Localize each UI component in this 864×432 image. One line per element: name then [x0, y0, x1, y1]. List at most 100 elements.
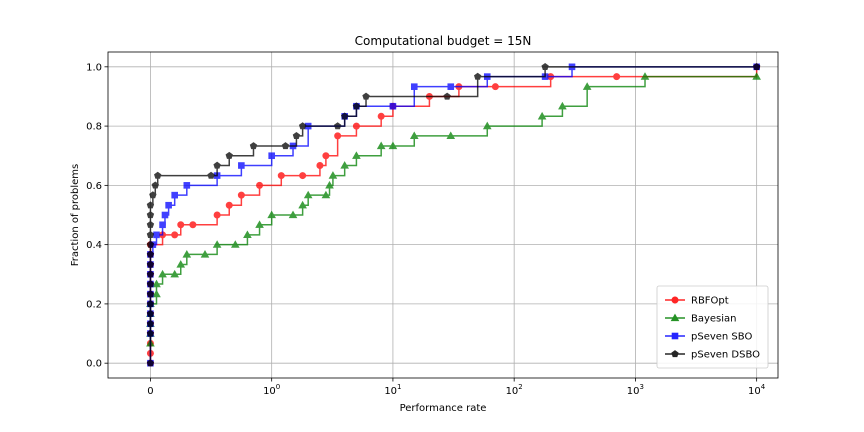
data-point-pseven-dsbo [281, 142, 290, 150]
series-layer [146, 62, 761, 367]
data-point-pseven-sbo [389, 102, 397, 110]
data-point-pseven-sbo [410, 83, 418, 90]
data-point-pseven-sbo [165, 201, 172, 209]
data-point-rbfopt [177, 221, 185, 229]
data-point-bayesian [152, 279, 161, 288]
y-tick-label: 0.4 [86, 240, 102, 251]
data-point-bayesian [328, 171, 338, 179]
data-point-pseven-dsbo [146, 290, 155, 298]
data-point-pseven-sbo [159, 221, 166, 229]
y-ticks: 0.0 0.2 0.4 0.6 0.8 1.0 [86, 62, 108, 370]
data-point-pseven-sbo [447, 83, 455, 90]
legend-swatch-marker [671, 332, 679, 340]
data-point-bayesian [482, 121, 492, 130]
data-point-pseven-dsbo [298, 122, 307, 130]
axes-frame [107, 51, 779, 379]
legend-swatch-marker [671, 350, 679, 358]
data-point-rbfopt [256, 181, 264, 189]
data-point-bayesian [582, 82, 592, 90]
data-point-rbfopt [316, 162, 324, 170]
data-point-bayesian [255, 220, 264, 228]
data-point-rbfopt [322, 152, 330, 160]
data-point-pseven-dsbo [154, 171, 162, 179]
data-point-pseven-dsbo [149, 191, 157, 199]
data-point-bayesian [376, 141, 386, 150]
data-point-bayesian [182, 250, 192, 258]
data-point-bayesian [558, 101, 567, 110]
data-point-pseven-dsbo [146, 359, 155, 367]
series-pseven-dsbo [146, 62, 761, 367]
data-point-bayesian [170, 269, 180, 278]
legend-swatch-marker [671, 296, 679, 304]
data-point-pseven-dsbo [352, 102, 361, 110]
data-point-pseven-dsbo [752, 62, 761, 70]
legend-label: pSeven SBO [691, 332, 752, 343]
data-point-pseven-dsbo [473, 72, 482, 80]
y-tick-label: 0.8 [86, 122, 102, 133]
data-point-pseven-sbo [171, 191, 178, 199]
x-tick-exponent: 1 [397, 383, 401, 391]
data-point-bayesian [409, 131, 419, 140]
data-point-pseven-dsbo [362, 92, 370, 100]
data-point-bayesian [212, 240, 222, 248]
data-point-rbfopt [277, 172, 285, 180]
data-point-bayesian [288, 210, 298, 219]
data-point-pseven-dsbo [146, 250, 155, 258]
x-axis-label: Performance rate [400, 403, 487, 414]
y-tick-label: 0.2 [86, 299, 102, 310]
data-point-bayesian [321, 190, 331, 199]
data-point-bayesian [230, 240, 240, 248]
y-tick-label: 0.0 [86, 359, 102, 370]
legend-entry-rbfopt [665, 296, 685, 304]
series-line-pseven-dsbo [149, 66, 757, 364]
legend-entry-bayesian [665, 313, 685, 322]
data-point-pseven-dsbo [292, 131, 301, 139]
legend-label: pSeven DSBO [691, 350, 760, 361]
data-point-pseven-dsbo [333, 122, 342, 130]
data-point-bayesian [446, 131, 456, 140]
data-point-rbfopt [377, 112, 385, 120]
data-point-bayesian [243, 230, 252, 239]
x-tick-exponent: 4 [761, 383, 766, 391]
data-point-pseven-dsbo [443, 92, 451, 100]
legend-label: RBFOpt [691, 296, 729, 307]
data-point-pseven-dsbo [146, 270, 155, 278]
data-point-bayesian [640, 72, 650, 80]
legend-swatch-marker [670, 313, 680, 322]
data-point-rbfopt [171, 231, 179, 239]
data-point-pseven-sbo [268, 152, 275, 160]
data-point-rbfopt [299, 172, 307, 180]
data-point-pseven-dsbo [541, 62, 549, 70]
data-point-pseven-sbo [161, 211, 169, 219]
series-bayesian [146, 72, 761, 347]
data-point-bayesian [388, 141, 398, 150]
legend-entry-pseven-dsbo [665, 350, 685, 358]
data-point-bayesian [340, 161, 349, 169]
data-point-bayesian [152, 289, 161, 298]
y-tick-label: 1.0 [86, 62, 102, 73]
data-point-pseven-dsbo [207, 171, 215, 179]
x-tick-exponent: 0 [276, 383, 280, 391]
legend-box [656, 285, 769, 369]
legend-entry-pseven-sbo [665, 332, 685, 340]
data-point-bayesian [200, 250, 210, 258]
data-point-rbfopt [237, 191, 245, 199]
data-point-pseven-dsbo [249, 142, 258, 150]
data-point-pseven-dsbo [340, 112, 349, 120]
data-point-pseven-dsbo [151, 181, 159, 189]
data-point-rbfopt [491, 83, 499, 91]
data-point-pseven-dsbo [146, 329, 155, 337]
x-tick-label: 0 [147, 386, 153, 397]
data-point-pseven-dsbo [146, 230, 155, 238]
data-point-pseven-sbo [238, 162, 245, 169]
data-point-pseven-dsbo [146, 280, 155, 288]
data-point-bayesian [325, 180, 334, 189]
data-point-rbfopt [352, 122, 360, 130]
data-point-bayesian [176, 260, 186, 268]
data-point-pseven-dsbo [146, 220, 155, 228]
data-point-pseven-dsbo [146, 319, 155, 327]
data-point-bayesian [537, 111, 547, 120]
data-point-pseven-dsbo [146, 309, 155, 317]
